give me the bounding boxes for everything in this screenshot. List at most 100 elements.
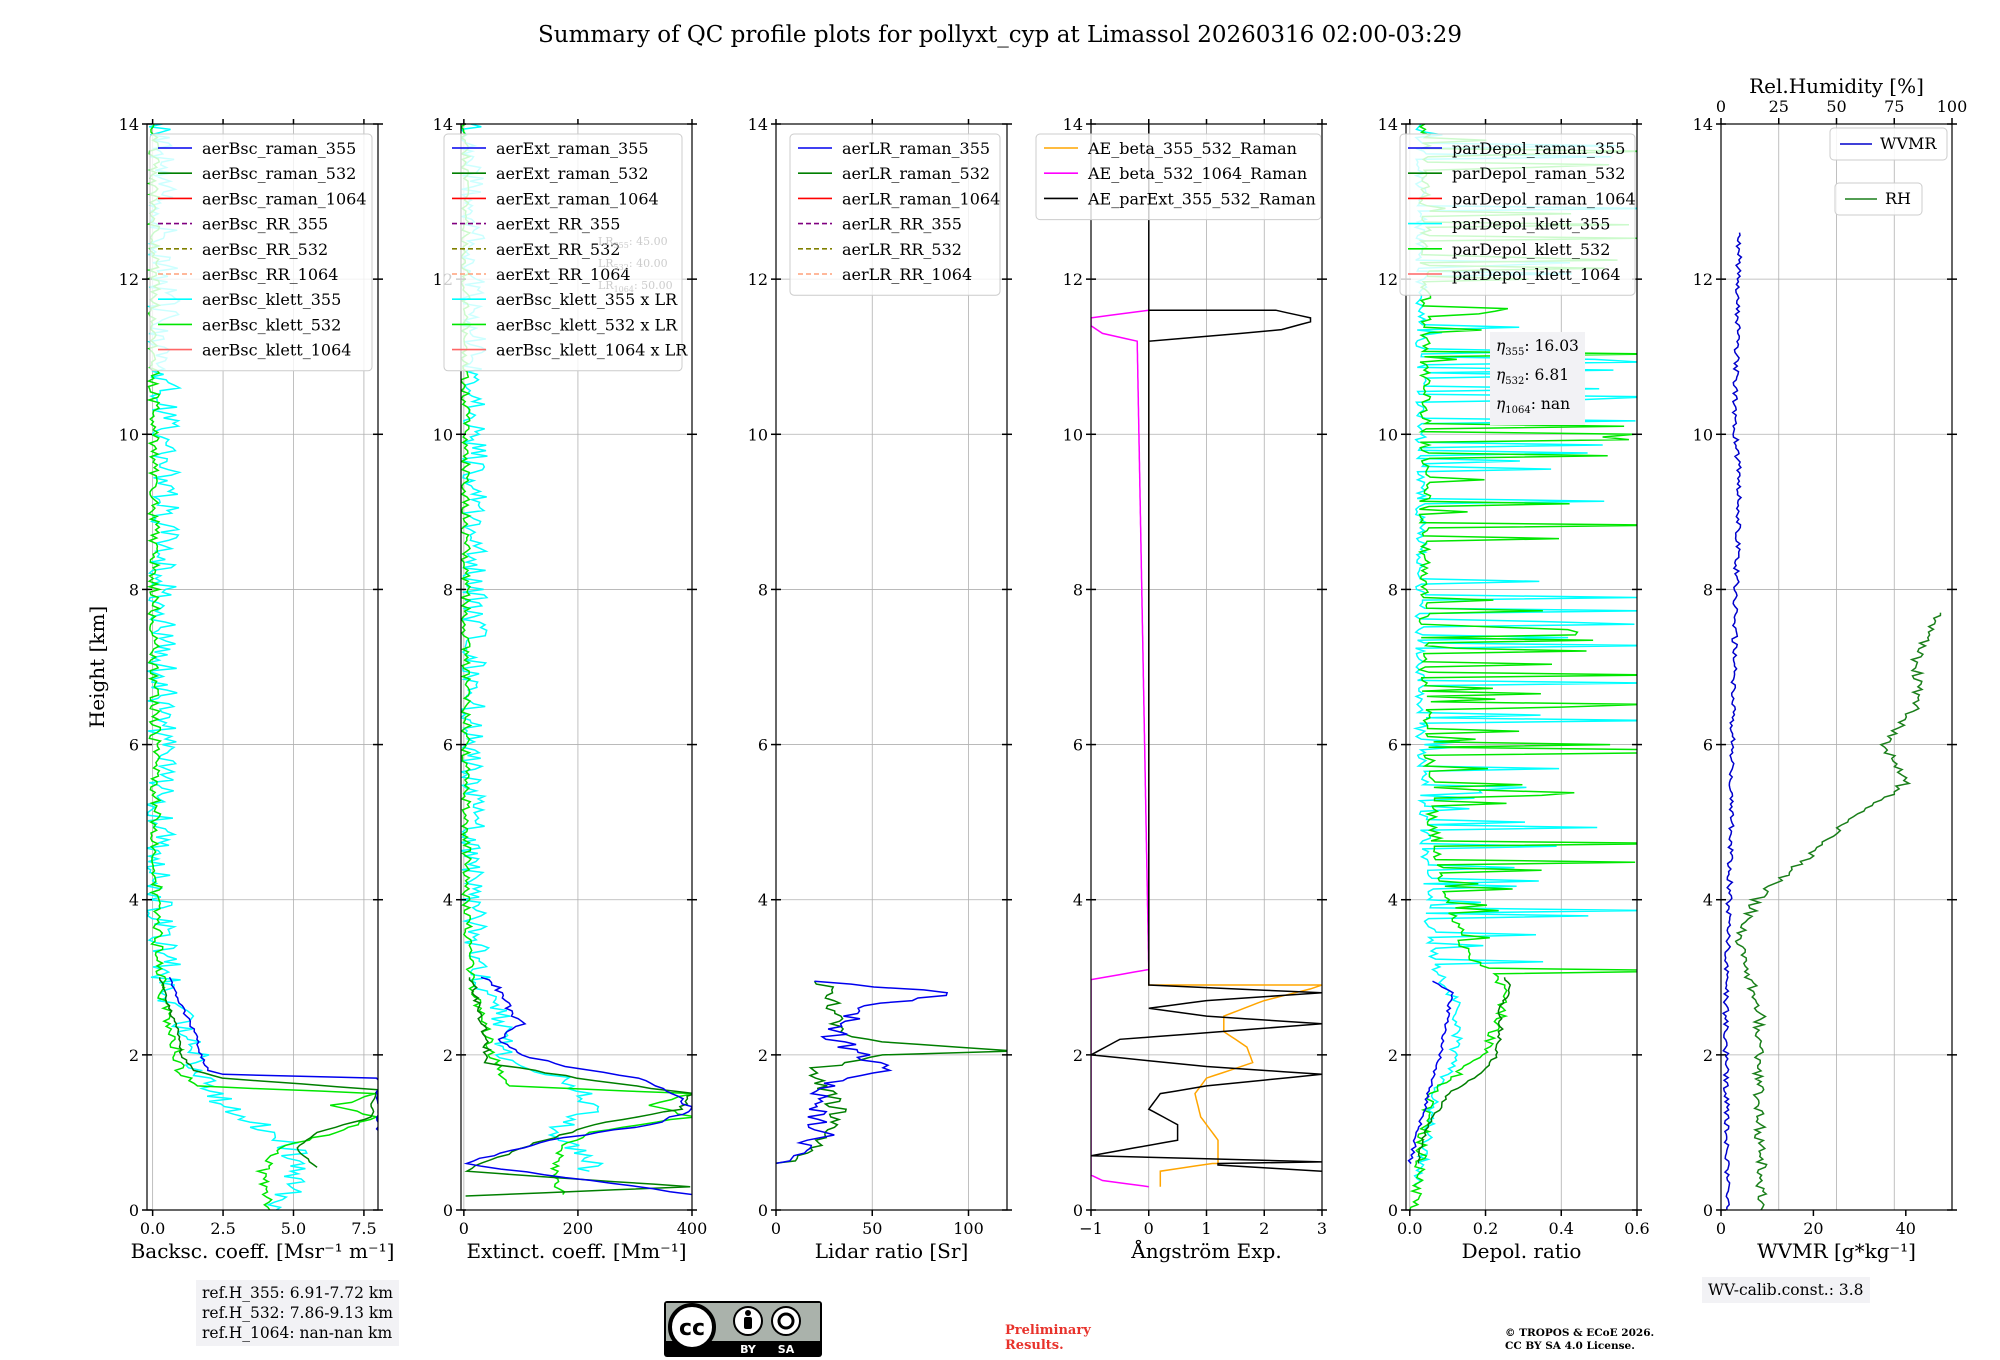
preliminary-line-1: Preliminary [1005, 1323, 1091, 1338]
y-tick-label: 10 [1693, 425, 1713, 444]
y-tick-label: 10 [119, 425, 139, 444]
y-tick-label: 4 [758, 891, 768, 910]
y-tick-label: 8 [1388, 580, 1398, 599]
legend-lidar_ratio: aerLR_raman_355 aerLR_raman_532 aerLR_rama… [789, 133, 1001, 296]
lr-note-532: LR532: 40.00 [598, 257, 668, 273]
x-tick-label: 5.0 [281, 1219, 306, 1238]
x-axis-label: WVMR [g*kg⁻¹] [1757, 1239, 1916, 1263]
legend-backscatter: aerBsc_raman_355 aerBsc_raman_532 aerBsc_r… [149, 133, 373, 372]
legend-label: AE_beta_532_1064_Raman [1087, 164, 1307, 183]
y-tick-label: 10 [748, 425, 768, 444]
series-group-depol [1407, 124, 1637, 1210]
legend-label: WVMR [1880, 134, 1937, 153]
x-tick-label: 0.2 [1473, 1219, 1498, 1238]
y-tick-label: 14 [1378, 115, 1398, 134]
x-tick-label: 0.0 [140, 1219, 165, 1238]
x-tick-label: 0 [771, 1219, 781, 1238]
y-tick-label: 8 [443, 580, 453, 599]
y-tick-label: 8 [129, 580, 139, 599]
y-tick-label: 2 [129, 1046, 139, 1065]
top-x-tick-label: 75 [1884, 97, 1904, 116]
legend-depol: parDepol_raman_355 parDepol_raman_532 parD… [1399, 133, 1636, 296]
legend-box [1829, 127, 1948, 161]
wv-calibration-box: WV-calib.const.: 3.8 [1702, 1277, 1870, 1303]
series-aerLR_raman_355 [776, 980, 949, 1165]
legend-label: aerLR_raman_355 [842, 139, 990, 158]
y-tick-label: 0 [129, 1201, 139, 1220]
legend-label: aerBsc_klett_1064 x LR [496, 341, 688, 360]
ref-height-532: ref.H_532: 7.86-9.13 km [202, 1304, 393, 1322]
x-tick-label: 0.0 [1397, 1219, 1422, 1238]
ref-height-1064: ref.H_1064: nan-nan km [202, 1324, 393, 1342]
copyright-line-2: CC BY SA 4.0 License. [1505, 1340, 1635, 1352]
legend-label: aerExt_RR_532 [496, 240, 620, 259]
eta-355: η355: 16.03 [1496, 337, 1579, 359]
y-axis-label: Height [km] [85, 606, 109, 728]
legend-label: aerLR_raman_532 [842, 164, 990, 183]
y-tick-label: 14 [433, 115, 453, 134]
x-axis-label: Extinct. coeff. [Mm⁻¹] [466, 1239, 686, 1263]
legend-label: aerBsc_RR_355 [202, 215, 328, 234]
legend-label: parDepol_raman_1064 [1452, 189, 1636, 208]
legend-label: aerExt_RR_355 [496, 215, 620, 234]
top-x-tick-label: 0 [1716, 97, 1726, 116]
legend-label: aerBsc_RR_532 [202, 240, 328, 259]
legend-label: parDepol_klett_532 [1452, 240, 1610, 259]
series-AE_beta_532_1064_Raman [1091, 309, 1150, 1188]
legend-box [789, 133, 1001, 296]
eta-box: η355: 16.03 η532: 6.81 η1064: nan [1490, 332, 1585, 426]
y-tick-label: 0 [1073, 1201, 1083, 1220]
legend-box [1035, 133, 1322, 221]
series-group-angstrom [1091, 124, 1322, 1188]
x-axis-label: Depol. ratio [1462, 1239, 1582, 1263]
series-group-lidar_ratio [776, 980, 1007, 1165]
ref-height-355: ref.H_355: 6.91-7.72 km [202, 1284, 393, 1302]
x-tick-label: 2 [1259, 1219, 1269, 1238]
series-group-wv [1721, 232, 1942, 1210]
x-tick-label: 7.5 [351, 1219, 376, 1238]
lr-note-1064: LR1064: 50.00 [598, 279, 673, 295]
reference-height-box: ref.H_355: 6.91-7.72 km ref.H_532: 7.86-… [196, 1280, 399, 1346]
cc-by-sa-logo: cc BY SA [664, 1301, 822, 1357]
legend-box [1399, 133, 1636, 296]
axes-frame [146, 123, 379, 1211]
legend-label: aerBsc_raman_355 [202, 139, 356, 158]
y-tick-label: 2 [758, 1046, 768, 1065]
x-tick-label: 40 [1896, 1219, 1916, 1238]
legend-label: RH [1885, 189, 1911, 208]
y-tick-label: 6 [758, 736, 768, 755]
series-aerExt_raman_355 [463, 976, 692, 1196]
y-tick-label: 12 [1063, 270, 1083, 289]
legend-label: parDepol_klett_1064 [1452, 265, 1621, 284]
sa-share-icon [771, 1306, 801, 1336]
legend-label: aerBsc_klett_532 x LR [496, 315, 678, 334]
legend-box [149, 133, 373, 372]
lidar-ratio-note: LR355: 45.00 LR532: 40.00 LR1064: 50.00 [598, 233, 673, 300]
cc-icon [668, 1303, 716, 1351]
top-x-tick-label: 25 [1769, 97, 1789, 116]
y-tick-label: 12 [748, 270, 768, 289]
legend-label: aerLR_raman_1064 [842, 189, 1000, 208]
preliminary-line-2: Results. [1005, 1338, 1064, 1353]
x-tick-label: 100 [953, 1219, 984, 1238]
legend-angstrom: AE_beta_355_532_Raman AE_beta_532_1064_Ra… [1035, 133, 1322, 221]
series-aerExt_raman_532 [464, 977, 692, 1197]
eta-1064: η1064: nan [1496, 395, 1571, 417]
series-parDepol_klett_355 [1412, 124, 1637, 1187]
legend-label: parDepol_klett_355 [1452, 215, 1610, 234]
series-RH [1734, 612, 1942, 1210]
cc-by-label: BY [740, 1343, 757, 1356]
y-tick-label: 0 [1703, 1201, 1713, 1220]
y-tick-label: 10 [1378, 425, 1398, 444]
cc-icon-text: cc [679, 1316, 705, 1341]
x-tick-label: −1 [1079, 1219, 1103, 1238]
copyright-line-1: © TROPOS & ECoE 2026. [1505, 1327, 1655, 1339]
y-tick-label: 4 [443, 891, 453, 910]
y-tick-label: 0 [443, 1201, 453, 1220]
figure-title: Summary of QC profile plots for pollyxt_… [538, 22, 1462, 48]
series-parDepol_raman_532 [1417, 977, 1512, 1164]
